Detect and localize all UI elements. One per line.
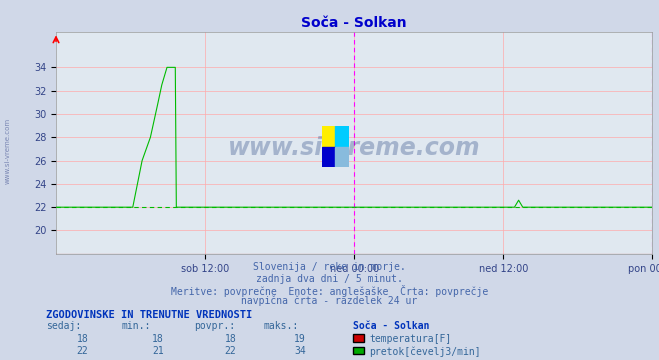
Text: 18: 18: [225, 334, 237, 344]
Title: Soča - Solkan: Soča - Solkan: [301, 16, 407, 30]
Text: ZGODOVINSKE IN TRENUTNE VREDNOSTI: ZGODOVINSKE IN TRENUTNE VREDNOSTI: [46, 310, 252, 320]
Text: Soča - Solkan: Soča - Solkan: [353, 321, 429, 331]
Text: pretok[čevelj3/min]: pretok[čevelj3/min]: [369, 346, 480, 357]
Text: navpična črta - razdelek 24 ur: navpična črta - razdelek 24 ur: [241, 296, 418, 306]
Text: 34: 34: [294, 346, 306, 356]
Bar: [322, 126, 335, 147]
Text: 18: 18: [152, 334, 164, 344]
Bar: [322, 147, 335, 167]
Text: 22: 22: [76, 346, 88, 356]
Text: Meritve: povprečne  Enote: anglešaške  Črta: povprečje: Meritve: povprečne Enote: anglešaške Črt…: [171, 285, 488, 297]
Text: 21: 21: [152, 346, 164, 356]
Bar: [335, 147, 349, 167]
Text: www.si-vreme.com: www.si-vreme.com: [5, 118, 11, 184]
Bar: [335, 126, 349, 147]
Text: Slovenija / reke in morje.: Slovenija / reke in morje.: [253, 262, 406, 272]
Text: maks.:: maks.:: [264, 321, 299, 331]
Text: www.si-vreme.com: www.si-vreme.com: [228, 135, 480, 159]
Text: temperatura[F]: temperatura[F]: [369, 334, 451, 344]
Text: zadnja dva dni / 5 minut.: zadnja dva dni / 5 minut.: [256, 274, 403, 284]
Text: 19: 19: [294, 334, 306, 344]
Text: povpr.:: povpr.:: [194, 321, 235, 331]
Text: 22: 22: [225, 346, 237, 356]
Text: 18: 18: [76, 334, 88, 344]
Text: sedaj:: sedaj:: [46, 321, 81, 331]
Text: min.:: min.:: [122, 321, 152, 331]
